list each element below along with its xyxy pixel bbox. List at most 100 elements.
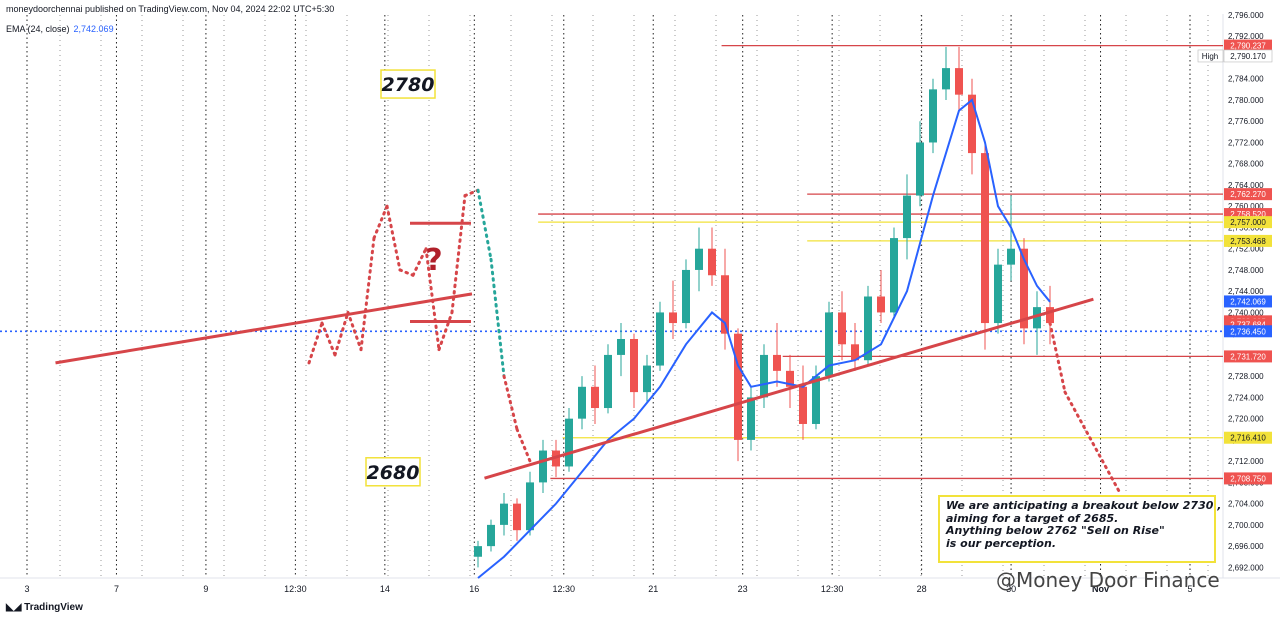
projection-segment: [385, 204, 402, 272]
candle-body: [890, 238, 898, 313]
candle-body: [851, 344, 859, 361]
price-label-text: 2,790.170: [1230, 52, 1266, 61]
price-tick-label: 2,692.000: [1228, 563, 1264, 572]
projection-segment: [320, 321, 337, 357]
candle-body: [747, 397, 755, 440]
price-label-text: 2,736.450: [1230, 327, 1266, 336]
callout-box: [365, 457, 421, 487]
time-tick-label: 9: [203, 584, 208, 594]
price-label-text: 2,737.684: [1230, 321, 1266, 330]
candle-body: [877, 296, 885, 313]
candle-body: [656, 312, 664, 366]
candle-body: [539, 450, 547, 483]
time-tick-label: 16: [469, 584, 479, 594]
price-tick-label: 2,724.000: [1228, 393, 1264, 402]
price-label-text: 2,708.750: [1230, 474, 1266, 483]
price-label-box: [1224, 472, 1272, 485]
price-tick-label: 2,712.000: [1228, 457, 1264, 466]
candle-body: [487, 524, 495, 547]
price-label-box: [1223, 49, 1273, 63]
candle-body: [617, 338, 625, 355]
tradingview-logo[interactable]: ◣◢ TradingView: [6, 602, 83, 613]
price-label-text: 2,762.270: [1230, 190, 1266, 199]
price-labels: 2,790.237 High 2,790.170 2,762.270 2,758.520…: [1197, 39, 1273, 485]
candle-body: [721, 275, 729, 334]
projection-segment: [398, 268, 415, 277]
time-tick-label: 23: [738, 584, 748, 594]
projection-segment: [502, 374, 519, 431]
projection-path: [307, 188, 1122, 495]
projection-segment: [333, 310, 350, 357]
price-tick-label: 2,780.000: [1228, 96, 1264, 105]
price-tag-text: High: [1202, 52, 1218, 61]
candle-body: [825, 312, 833, 377]
price-tick-label: 2,760.000: [1228, 202, 1264, 211]
price-tick-label: 2,704.000: [1228, 500, 1264, 509]
ema-label: EMA (24, close): [6, 24, 70, 34]
price-label-text: 2,758.520: [1230, 210, 1266, 219]
price-tick-label: 2,696.000: [1228, 542, 1264, 551]
candlesticks: [474, 46, 1054, 568]
time-tick-label: 21: [648, 584, 658, 594]
candle-body: [734, 333, 742, 440]
time-tick-label: 30: [1006, 584, 1016, 594]
projection-segment: [515, 427, 532, 463]
note-line-1: We are anticipating a breakout below 273…: [946, 499, 1222, 512]
price-tick-label: 2,784.000: [1228, 75, 1264, 84]
candle-body: [1033, 307, 1041, 329]
candle-body: [929, 89, 937, 143]
note-line-3: Anything below 2762 "Sell on Rise": [946, 524, 1165, 537]
candle-body: [630, 338, 638, 393]
analysis-note: We are anticipating a breakout below 273…: [938, 495, 1222, 563]
candle-body: [682, 269, 690, 324]
projection-segment: [411, 247, 428, 277]
candle-body: [760, 354, 768, 398]
candle-body: [812, 376, 820, 424]
candle-body: [526, 482, 534, 531]
candle-body: [994, 264, 1002, 324]
horizontal-levels: [0, 44, 1223, 480]
projection-segment: [346, 310, 363, 352]
candle-body: [500, 503, 508, 525]
price-tag-box: [1197, 49, 1224, 63]
price-tick-label: 2,764.000: [1228, 181, 1264, 190]
candle-body: [968, 94, 976, 154]
candle-body: [604, 354, 612, 409]
price-axis: 2,692.000 2,696.000 2,700.000 2,704.000 2,70…: [1228, 11, 1264, 572]
candle-body: [799, 386, 807, 424]
ema-legend[interactable]: EMA (24, close) 2,742.069: [6, 24, 114, 34]
published-line: moneydoorchennai published on TradingVie…: [6, 4, 335, 14]
projection-segment: [372, 204, 389, 240]
time-tick-label: 12:30: [553, 584, 576, 594]
candle-body: [474, 546, 482, 557]
price-label-text: 2,716.410: [1230, 434, 1266, 443]
note-line-4: is our perception.: [946, 536, 1056, 550]
price-label-box: [1224, 431, 1272, 444]
ema-line: [477, 98, 1051, 579]
note-line-2: aiming for a target of 2685.: [946, 511, 1119, 525]
price-tick-label: 2,720.000: [1228, 415, 1264, 424]
candle-body: [513, 503, 521, 531]
candle-body: [838, 312, 846, 345]
price-tick-label: 2,700.000: [1228, 521, 1264, 530]
time-axis: 3 7 9 12:30 14 16 12:30 21 23 12:30 28 30 Nov 5: [24, 584, 1192, 594]
price-tick-label: 2,752.000: [1228, 245, 1264, 254]
ema-value: 2,742.069: [73, 24, 114, 34]
time-tick-label: 3: [24, 584, 29, 594]
price-tick-label: 2,740.000: [1228, 308, 1264, 317]
time-tick-label: Nov: [1092, 584, 1109, 594]
projection-segment: [307, 321, 324, 365]
trendline: [484, 297, 1094, 480]
candle-body: [903, 195, 911, 239]
projection-segment: [1063, 390, 1122, 495]
price-label-text: 2,790.237: [1230, 42, 1266, 51]
candle-body: [1020, 248, 1028, 329]
time-tick-label: 14: [380, 584, 390, 594]
callout-label: 2780: [382, 74, 435, 96]
time-tick-label: 12:30: [821, 584, 844, 594]
candle-body: [916, 142, 924, 196]
callout-box: [380, 69, 436, 99]
time-tick-label: 7: [114, 584, 119, 594]
candle-body: [981, 153, 989, 324]
